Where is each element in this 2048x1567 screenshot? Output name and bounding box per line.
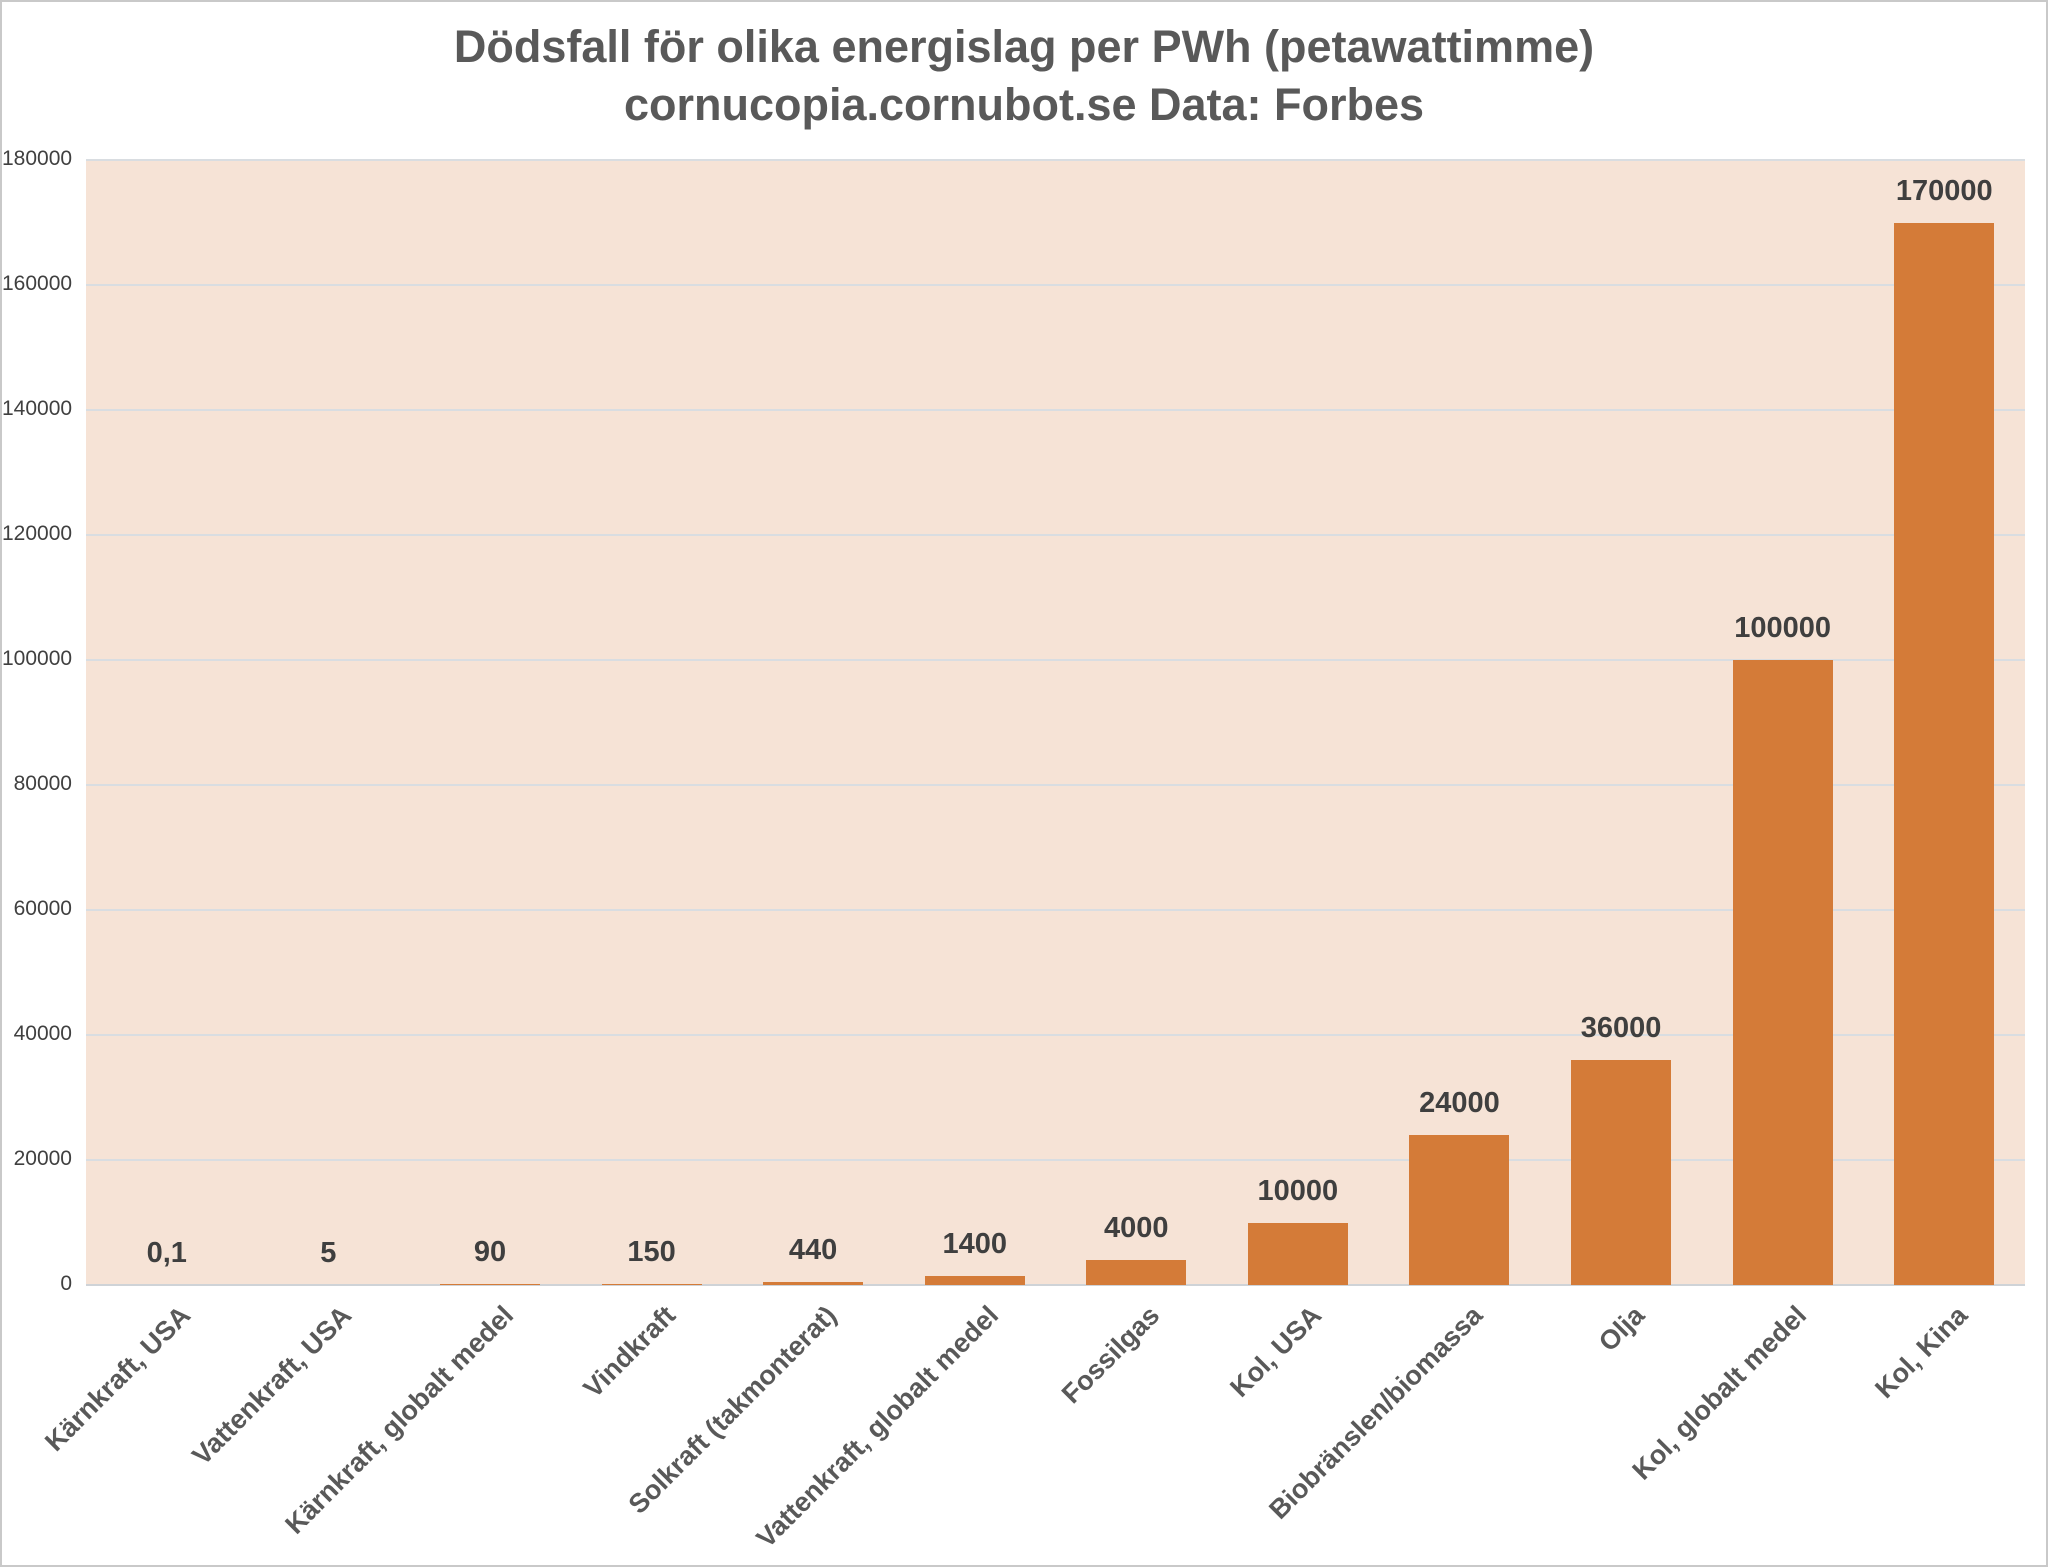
- bar: [1894, 222, 1995, 1285]
- bar-value-label: 170000: [1895, 174, 1993, 207]
- gridline: [86, 1159, 2025, 1161]
- bar: [763, 1282, 864, 1285]
- chart-title-block: Dödsfall för olika energislag per PWh (p…: [2, 18, 2046, 134]
- gridline: [86, 784, 2025, 786]
- bar-value-label: 150: [627, 1236, 676, 1269]
- y-tick-label: 20000: [13, 1147, 72, 1170]
- gridline: [86, 159, 2025, 161]
- gridline: [86, 534, 2025, 536]
- bar: [439, 1284, 540, 1285]
- y-tick-label: 40000: [13, 1022, 72, 1045]
- bar-value-label: 100000: [1734, 612, 1832, 644]
- bar: [1247, 1222, 1348, 1285]
- bar-value-label: 90: [473, 1236, 507, 1269]
- bar-value-label: 10000: [1257, 1174, 1339, 1207]
- baseline: [86, 1284, 2025, 1286]
- chart-subtitle: cornucopia.cornubot.se Data: Forbes: [623, 79, 1425, 130]
- gridline: [86, 659, 2025, 661]
- bar: [1571, 1060, 1672, 1285]
- plot-area: [86, 159, 2025, 1286]
- bar: [924, 1276, 1025, 1285]
- bar-value-label: 0,1: [146, 1236, 187, 1269]
- bar-value-label: 1400: [942, 1228, 1007, 1261]
- category-label: Kol, Kina: [1869, 1300, 1974, 1404]
- category-label: Kärnkraft, USA: [38, 1300, 197, 1458]
- bar-value-label: 4000: [1104, 1212, 1169, 1244]
- bar: [1086, 1260, 1187, 1285]
- y-tick-label: 180000: [2, 147, 73, 170]
- y-tick-label: 60000: [13, 897, 72, 920]
- bar: [601, 1284, 702, 1285]
- gridline: [86, 284, 2025, 286]
- bar: [1732, 660, 1833, 1285]
- y-tick-label: 0: [60, 1272, 72, 1295]
- bar-value-label: 24000: [1419, 1087, 1500, 1119]
- bar-value-label: 440: [788, 1234, 838, 1267]
- gridline: [86, 909, 2025, 911]
- y-tick-label: 140000: [2, 397, 73, 420]
- bar-value-label: 5: [320, 1236, 337, 1269]
- y-tick-label: 80000: [13, 772, 72, 795]
- gridline: [86, 1034, 2025, 1036]
- gridline: [86, 409, 2025, 411]
- chart-title: Dödsfall för olika energislag per PWh (p…: [453, 21, 1595, 72]
- y-tick-label: 120000: [2, 522, 73, 545]
- y-tick-label: 160000: [2, 272, 73, 295]
- bar: [1409, 1135, 1510, 1285]
- bar-value-label: 36000: [1580, 1012, 1662, 1044]
- y-tick-label: 100000: [2, 647, 73, 670]
